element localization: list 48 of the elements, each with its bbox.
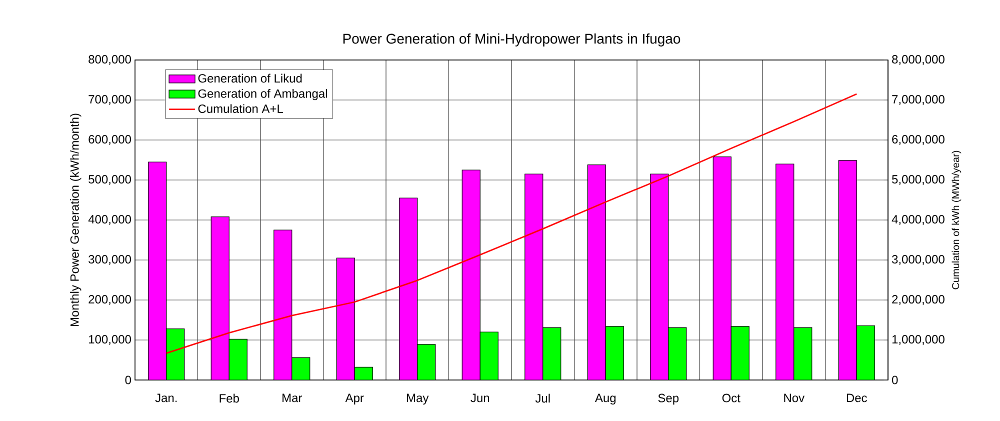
bar	[524, 174, 544, 380]
bar	[210, 216, 230, 380]
bar	[399, 198, 418, 380]
y-tick-label: 800,000	[88, 55, 131, 65]
chart-title: Power Generation of Mini-Hydropower Plants in Ifugao	[343, 33, 680, 46]
y2-tick-label: 5,000,000	[892, 175, 944, 185]
y2-tick-label: 1,000,000	[892, 335, 944, 345]
legend-label: Generation of Likud	[198, 74, 302, 83]
y-tick-label: 600,000	[88, 135, 131, 145]
x-tick-label: Dec	[846, 394, 867, 402]
y-tick-label: 300,000	[88, 255, 131, 265]
x-tick-label: Nov	[784, 394, 805, 402]
x-tick-label: Oct	[722, 394, 740, 402]
x-tick-label: May	[407, 394, 429, 405]
y-tick-label: 100,000	[89, 335, 131, 345]
y2-tick-label: 2,000,000	[892, 295, 944, 305]
y-tick-label: 700,000	[88, 95, 131, 105]
bar	[776, 164, 794, 380]
y-tick-label: 500,000	[88, 175, 131, 185]
x-tick-label: Jan.	[155, 394, 177, 402]
bar	[650, 174, 669, 380]
x-tick-label: Jul	[535, 394, 550, 403]
bar	[838, 160, 857, 380]
bar	[587, 164, 606, 380]
bar	[148, 162, 167, 380]
y2-tick-label: 0	[892, 376, 898, 384]
x-tick-label: Jun	[470, 394, 490, 402]
bar	[336, 258, 355, 380]
y-tick-label: 0	[125, 376, 132, 384]
y2-tick-label: 3,000,000	[892, 255, 944, 265]
legend-label: Generation of Ambangal	[198, 89, 327, 100]
y-tick-label: 200,000	[88, 295, 131, 305]
y-axis-title: Monthly Power Generation (kWh/month)	[70, 114, 82, 326]
y2-tick-label: 4,000,000	[892, 215, 944, 225]
y-tick-label: 400,000	[88, 215, 131, 225]
x-tick-label: Apr	[345, 394, 364, 405]
bar	[462, 170, 480, 380]
bar	[712, 156, 732, 380]
legend-label: Cumulation A+L	[198, 104, 284, 113]
x-tick-label: Aug	[594, 394, 616, 405]
y2-tick-label: 7,000,000	[892, 95, 944, 105]
bar	[274, 230, 292, 380]
x-tick-label: Feb	[220, 394, 239, 403]
y2-axis-title: Cumulation of kWh (MWh/year)	[952, 150, 962, 290]
x-tick-label: Sep	[658, 394, 679, 405]
y2-tick-label: 6,000,000	[892, 135, 944, 145]
y2-tick-label: 8,000,000	[892, 55, 944, 65]
x-tick-label: Mar	[282, 394, 302, 402]
